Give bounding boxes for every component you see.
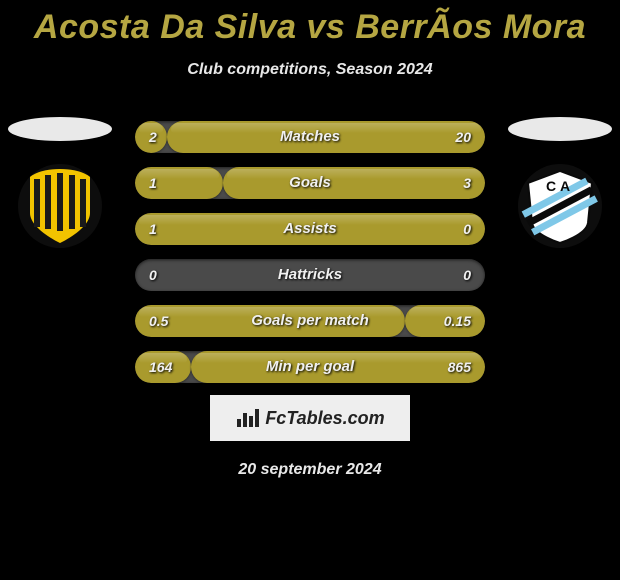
stat-fill-right (405, 305, 486, 337)
club-badge-right: C A (510, 163, 610, 249)
stat-row: 0.50.15Goals per match (135, 305, 485, 337)
avatar-placeholder-right (508, 117, 612, 141)
stat-fill-left (135, 121, 167, 153)
stat-bars: 220Matches 13Goals 10Assists 0 0Hattricks 0.5… (135, 121, 485, 383)
stat-fill-left (135, 305, 405, 337)
brand-badge[interactable]: FcTables.com (210, 395, 410, 441)
stat-row: 0 0Hattricks (135, 259, 485, 291)
stat-row: 13Goals (135, 167, 485, 199)
player-right-slot: C A (500, 117, 620, 249)
stat-fill-left (135, 213, 485, 245)
comparison-panel: C A 220Matches 13Goals 10Assists 0 0Hattrick… (0, 121, 620, 391)
player-left-slot (0, 117, 120, 249)
stat-row: 10Assists (135, 213, 485, 245)
stat-value-right: 0 (463, 259, 471, 291)
stat-row: 164865Min per goal (135, 351, 485, 383)
page-title: Acosta Da Silva vs BerrÃ­os Mora (0, 0, 620, 47)
stat-fill-right (223, 167, 486, 199)
brand-text: FcTables.com (265, 408, 384, 429)
avatar-placeholder-left (8, 117, 112, 141)
stat-fill-left (135, 351, 191, 383)
club-badge-left (10, 163, 110, 249)
stat-fill-right (191, 351, 485, 383)
stat-fill-left (135, 167, 223, 199)
stat-fill-right (167, 121, 486, 153)
date-text: 20 september 2024 (0, 461, 620, 479)
stat-value-left: 0 (149, 259, 157, 291)
stat-row: 220Matches (135, 121, 485, 153)
subtitle: Club competitions, Season 2024 (0, 61, 620, 79)
svg-text:C: C (546, 178, 556, 194)
stat-label: Hattricks (135, 259, 485, 291)
brand-logo-icon (235, 407, 263, 429)
svg-text:A: A (560, 178, 570, 194)
